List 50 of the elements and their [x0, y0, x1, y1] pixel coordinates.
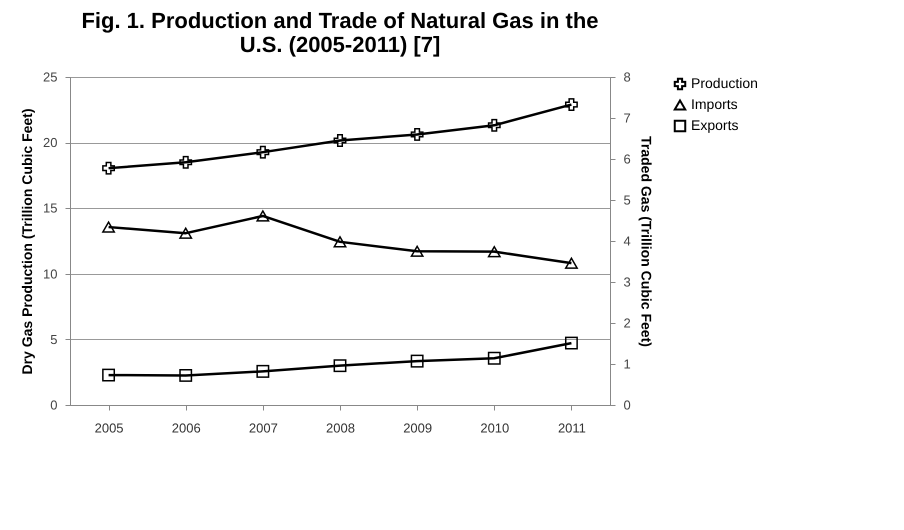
x-tick-label: 2008	[326, 420, 355, 436]
point	[564, 257, 578, 269]
point	[334, 134, 346, 147]
y-tick-label: 25	[43, 70, 58, 84]
x-tick-label: 2006	[172, 420, 201, 436]
point	[102, 162, 116, 175]
y2-tick-label: 5	[624, 192, 631, 208]
point	[488, 246, 501, 258]
point	[179, 369, 192, 382]
point	[334, 359, 346, 372]
y2-tick-label: 6	[624, 152, 631, 166]
point	[256, 146, 270, 159]
x-tick-label: 2007	[248, 420, 278, 436]
point	[564, 98, 578, 112]
point	[564, 336, 578, 350]
x-tick-label: 2005	[94, 420, 124, 436]
y-tick-label: 15	[43, 200, 58, 216]
point	[334, 236, 346, 248]
point	[410, 354, 424, 368]
point	[488, 118, 501, 132]
y-tick-label: 5	[50, 332, 58, 347]
point	[102, 221, 116, 233]
x-tick-label: 2010	[480, 420, 510, 436]
point	[179, 228, 192, 239]
text: Fig. 1. Production and Trade of Natural Gas in the	[81, 8, 599, 33]
point	[179, 156, 192, 169]
point	[256, 364, 270, 378]
y-tick-label: 20	[43, 135, 58, 150]
y2-tick-label: 4	[624, 234, 631, 248]
y-tick-label: 10	[43, 266, 58, 282]
x-tick-label: 2009	[403, 420, 432, 436]
y2-tick-label: 1	[624, 356, 631, 372]
y-axis-title: Dry Gas Production (Trillion Cubic Feet)	[19, 108, 36, 375]
legend-label: Exports	[691, 117, 738, 133]
point	[410, 246, 424, 257]
point	[102, 368, 116, 382]
legend-label: Imports	[691, 96, 738, 112]
y2-tick-label: 0	[624, 398, 631, 412]
point	[488, 352, 501, 365]
point	[256, 210, 270, 222]
y2-axis-title: Traded Gas (Trillion Cubic Feet)	[638, 136, 655, 347]
point	[410, 128, 424, 141]
text: U.S. (2005-2011) [7]	[240, 32, 440, 57]
y2-tick-label: 3	[624, 274, 631, 290]
y2-tick-label: 8	[624, 70, 631, 84]
y2-tick-label: 2	[624, 316, 631, 330]
x-tick-label: 2011	[558, 420, 586, 436]
y-tick-label: 0	[50, 398, 58, 412]
legend-label: Production	[691, 75, 758, 91]
y2-tick-label: 7	[624, 110, 631, 126]
